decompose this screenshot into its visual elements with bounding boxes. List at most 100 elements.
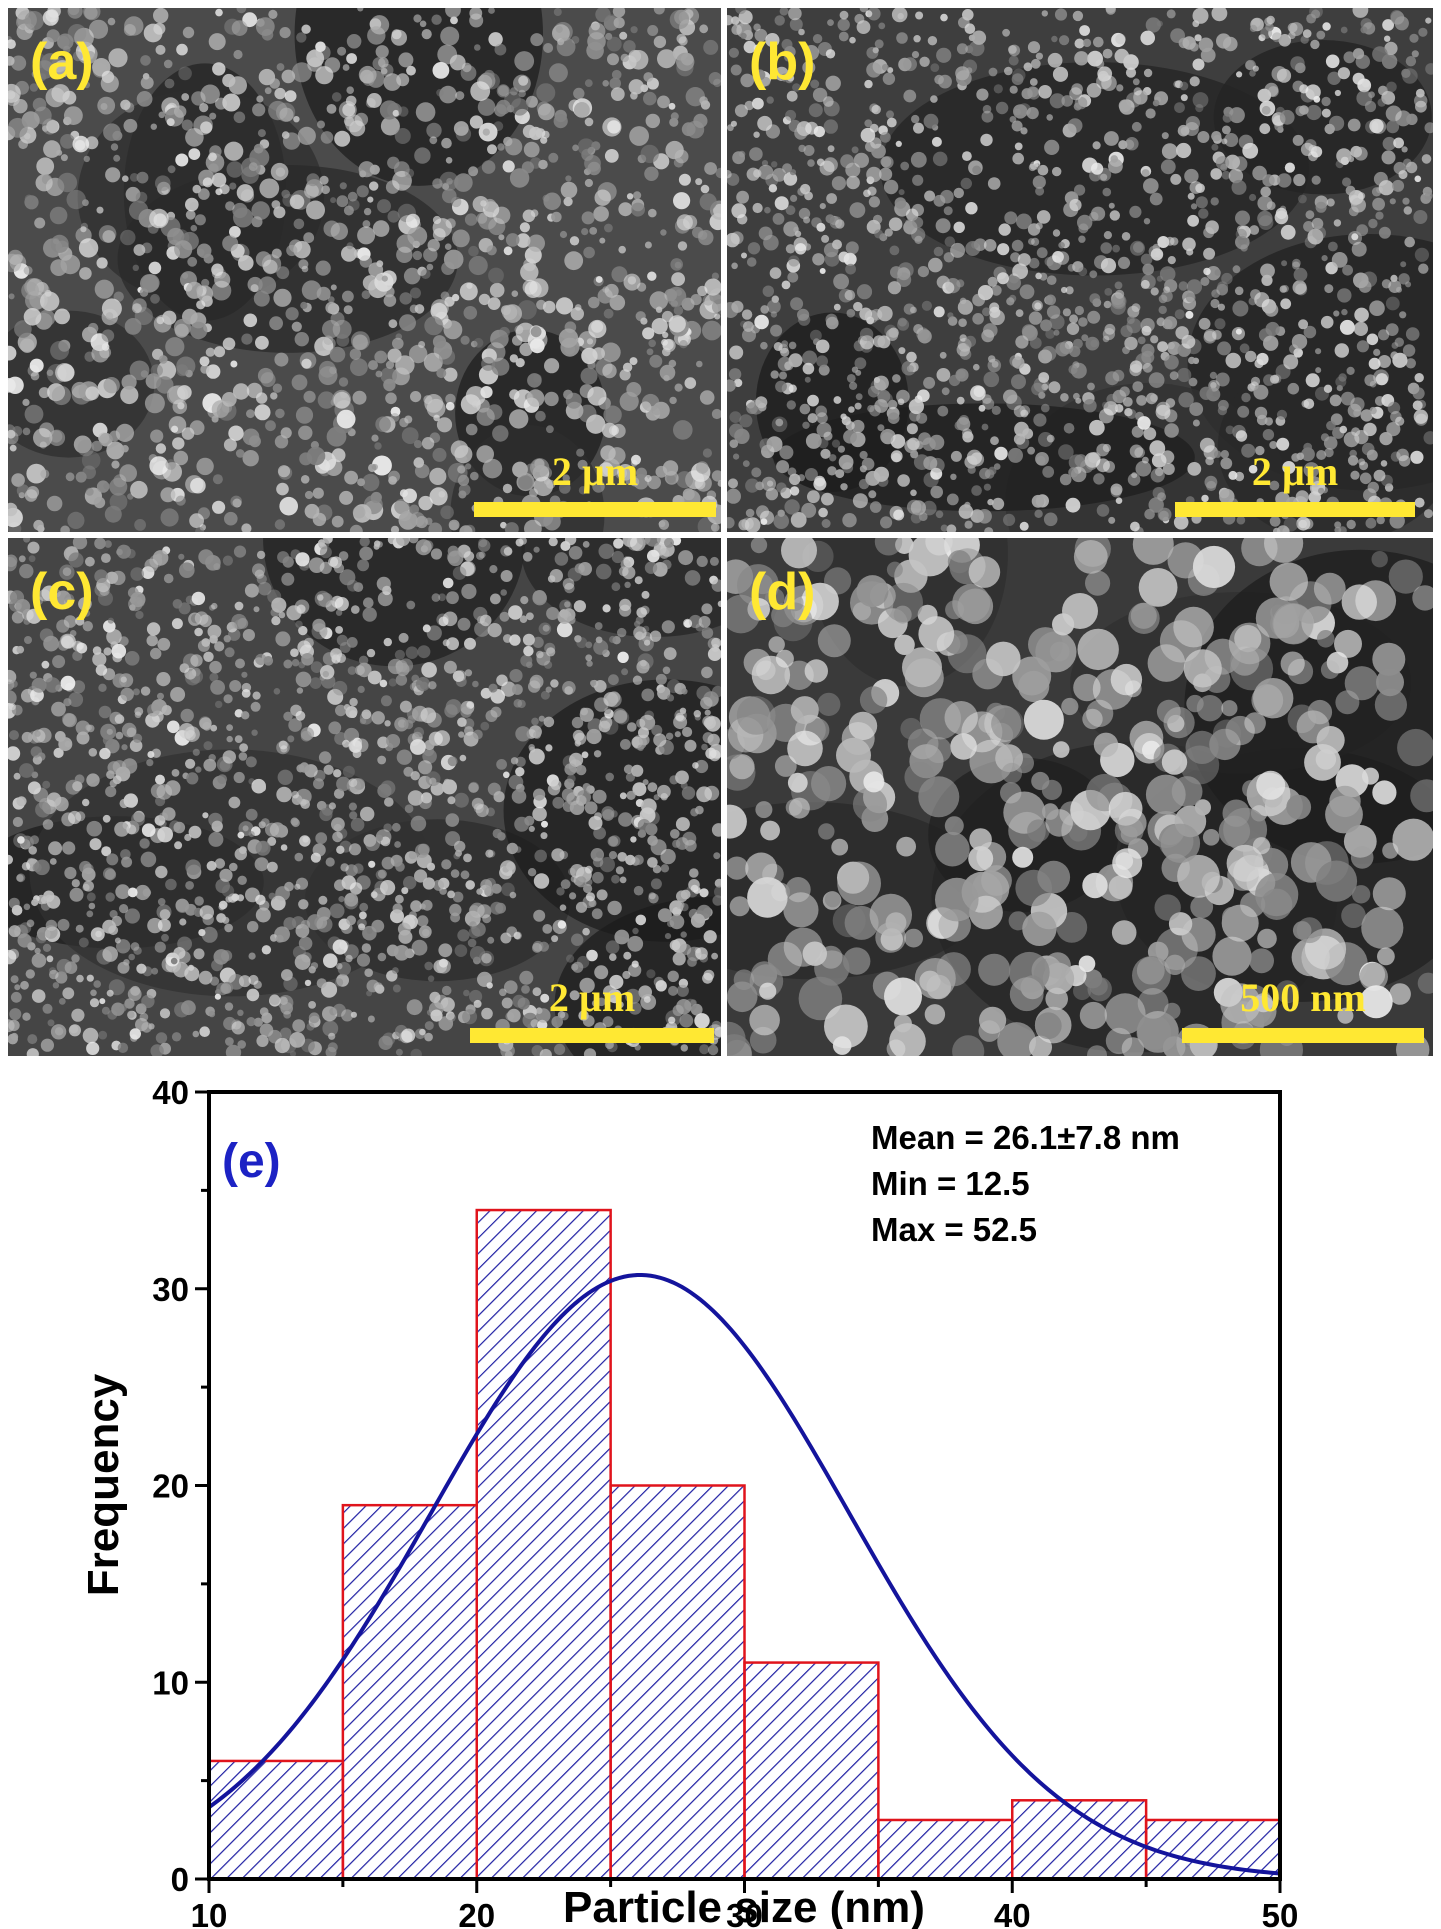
sem-grain (727, 981, 758, 1013)
sem-grain (229, 182, 237, 190)
sem-grain (198, 188, 210, 200)
sem-grain (361, 943, 372, 953)
sem-grain (1339, 319, 1355, 335)
sem-grain (1321, 108, 1331, 118)
sem-grain (661, 620, 675, 634)
sem-grain (357, 662, 372, 678)
sem-grain (141, 1022, 152, 1033)
sem-grain (636, 660, 650, 674)
sem-grain (789, 17, 803, 31)
sem-grain (760, 76, 771, 87)
sem-grain (676, 33, 687, 44)
sem-grain (194, 214, 206, 226)
sem-grain (993, 463, 1001, 470)
sem-grain (1374, 396, 1385, 406)
sem-grain (408, 538, 419, 544)
sem-grain (1235, 228, 1247, 240)
sem-grain (645, 113, 660, 129)
sem-grain (1323, 384, 1333, 393)
sem-grain (1260, 27, 1273, 39)
sem-grain (352, 390, 367, 405)
sem-grain (27, 541, 40, 554)
sem-grain (573, 87, 585, 100)
sem-grain (653, 8, 665, 15)
sem-grain (464, 669, 473, 677)
sem-grain (41, 660, 50, 669)
sem-grain (294, 954, 311, 970)
sem-grain (802, 941, 827, 966)
sem-grain (199, 356, 210, 367)
sem-grain (166, 385, 186, 405)
sem-grain (1252, 65, 1259, 72)
sem-grain (1337, 1007, 1354, 1024)
sem-grain (925, 538, 953, 556)
sem-grain (67, 511, 85, 529)
sem-grain (1259, 123, 1271, 135)
sem-grain (50, 234, 69, 253)
sem-grain (906, 423, 918, 435)
sem-grain (714, 878, 721, 888)
sem-grain (75, 616, 85, 626)
sem-grain (800, 183, 811, 195)
sem-grain (455, 91, 465, 101)
sem-grain (1210, 298, 1220, 309)
sem-grain (1296, 917, 1323, 944)
sem-grain (348, 802, 357, 811)
sem-grain (1072, 10, 1084, 22)
sem-grain (51, 701, 66, 717)
sem-grain (548, 538, 558, 547)
sem-grain (121, 722, 137, 738)
sem-grain (241, 671, 248, 678)
sem-grain (422, 928, 430, 937)
histogram-bar-2 (341, 1503, 478, 1881)
sem-grain (943, 206, 953, 216)
sem-grain (1203, 247, 1216, 260)
sem-grain (1275, 980, 1299, 1004)
sem-grain (1182, 36, 1196, 50)
sem-grain (851, 146, 859, 154)
sem-grain (562, 800, 575, 812)
sem-grain (64, 866, 77, 880)
sem-grain (982, 397, 995, 410)
sem-grain (276, 482, 289, 496)
sem-grain (551, 1016, 563, 1028)
sem-grain (363, 597, 374, 608)
sem-grain (827, 19, 834, 26)
sem-grain (903, 303, 915, 315)
sem-grain (625, 854, 636, 866)
sem-grain (1379, 432, 1393, 446)
sem-grain (1269, 441, 1278, 449)
sem-grain (647, 475, 661, 490)
sem-grain (1378, 85, 1388, 96)
sem-grain (102, 735, 113, 746)
sem-grain (242, 12, 258, 28)
sem-grain (816, 222, 826, 232)
sem-grain (292, 1019, 306, 1033)
sem-grain (1082, 38, 1092, 48)
sem-grain (491, 357, 510, 376)
sem-grain (42, 819, 54, 830)
sem-grain (1351, 885, 1371, 904)
sem-grain (1392, 352, 1408, 368)
sem-grain (1362, 767, 1379, 785)
sem-grain (385, 360, 395, 369)
sem-grain (604, 707, 612, 715)
sem-grain (121, 445, 129, 453)
sem-grain (763, 234, 779, 251)
sem-grain (1004, 211, 1018, 225)
sem-grain (424, 1032, 433, 1042)
sem-grain (699, 1044, 710, 1055)
sem-grain (532, 942, 542, 953)
sem-grain (52, 655, 66, 669)
sem-grain (490, 689, 506, 704)
sem-grain (395, 1048, 403, 1056)
sem-grain (619, 604, 632, 617)
sem-grain (469, 13, 484, 28)
sem-grain (1338, 526, 1347, 532)
sem-grain (622, 970, 631, 980)
sem-grain (1019, 521, 1029, 531)
sem-grain (1356, 90, 1373, 106)
sem-grain (242, 629, 255, 642)
sem-dark-region (294, 8, 543, 186)
sem-grain (774, 15, 785, 26)
